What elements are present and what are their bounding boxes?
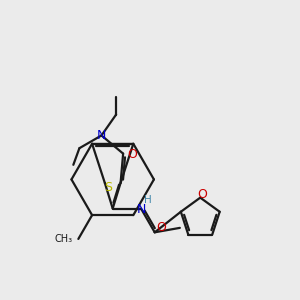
Text: O: O bbox=[156, 221, 166, 234]
Text: H: H bbox=[144, 195, 152, 205]
Text: O: O bbox=[197, 188, 207, 201]
Text: O: O bbox=[127, 148, 137, 161]
Text: CH₃: CH₃ bbox=[54, 234, 73, 244]
Text: N: N bbox=[136, 203, 146, 216]
Text: S: S bbox=[104, 181, 112, 194]
Text: N: N bbox=[97, 129, 106, 142]
